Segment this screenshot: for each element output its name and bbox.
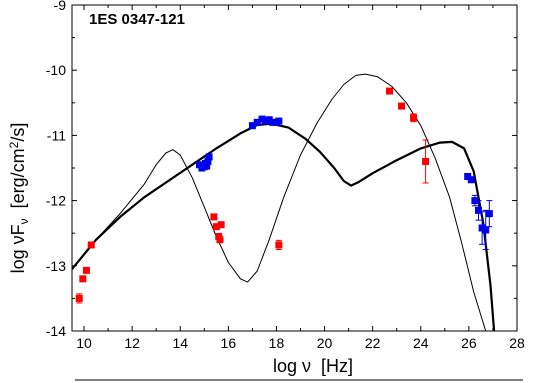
plot-area: 10 12 14 16 18 20 22 24 26 28 -9 -10 -11 -12 -13 -14 bbox=[46, 0, 525, 351]
y-tick-label: -14 bbox=[46, 323, 66, 339]
blue-data-point bbox=[468, 176, 475, 183]
y-tick-label: -10 bbox=[46, 62, 66, 78]
x-tick-label: 24 bbox=[413, 335, 429, 351]
y-tick-label: -11 bbox=[47, 127, 66, 143]
x-tick-label: 10 bbox=[76, 335, 92, 351]
y-label-f: F bbox=[8, 224, 28, 235]
plot-frame bbox=[72, 5, 517, 331]
y-tick-label: -9 bbox=[54, 0, 67, 13]
model-curve-thin bbox=[72, 74, 493, 331]
y-label-log: log bbox=[8, 244, 28, 273]
error-bars bbox=[76, 114, 492, 303]
blue-data-point bbox=[482, 226, 489, 233]
x-tick-label: 28 bbox=[509, 335, 525, 351]
y-label-nu: ν bbox=[8, 235, 28, 244]
red-data-point bbox=[410, 114, 417, 121]
blue-data-point bbox=[471, 197, 478, 204]
red-data-point bbox=[79, 275, 86, 282]
blue-data-point bbox=[206, 153, 213, 160]
red-data-point bbox=[398, 103, 405, 110]
x-tick-label: 26 bbox=[461, 335, 477, 351]
chart-title: 1ES 0347-121 bbox=[89, 11, 185, 28]
x-tick-label: 18 bbox=[269, 335, 285, 351]
red-data-point bbox=[218, 221, 225, 228]
x-axis-label: log ν [Hz] bbox=[273, 356, 353, 376]
x-tick-label: 12 bbox=[124, 335, 140, 351]
blue-data-point bbox=[275, 118, 282, 125]
y-label-unit-end: /s] bbox=[8, 123, 28, 142]
red-data-point bbox=[76, 295, 83, 302]
blue-data-point bbox=[486, 210, 493, 217]
y-tick-label: -12 bbox=[46, 193, 66, 209]
x-tick-label: 22 bbox=[365, 335, 381, 351]
y-tick-label: -13 bbox=[46, 258, 66, 274]
y-axis-label: log νFν [erg/cm2/s] bbox=[7, 123, 31, 274]
blue-data-point bbox=[475, 207, 482, 214]
model-curves bbox=[72, 74, 494, 331]
red-data-point bbox=[88, 241, 95, 248]
red-data-point bbox=[422, 158, 429, 165]
y-label-unit: [erg/cm bbox=[8, 148, 28, 218]
y-axis-ticks: -9 -10 -11 -12 -13 -14 bbox=[46, 0, 517, 339]
red-data-point bbox=[386, 88, 393, 95]
x-tick-label: 16 bbox=[221, 335, 237, 351]
x-tick-label: 20 bbox=[317, 335, 333, 351]
x-tick-label: 14 bbox=[172, 335, 188, 351]
red-data-point bbox=[216, 236, 223, 243]
red-data-point bbox=[275, 241, 282, 248]
red-data-point bbox=[210, 213, 217, 220]
red-data-point bbox=[83, 267, 90, 274]
model-curve-thick bbox=[72, 124, 494, 331]
x-axis-ticks: 10 12 14 16 18 20 22 24 26 28 bbox=[76, 5, 525, 351]
